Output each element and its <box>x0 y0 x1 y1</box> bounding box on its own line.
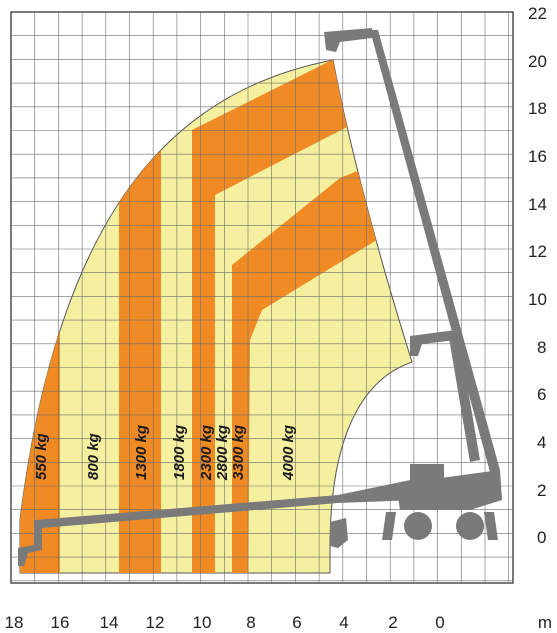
x-tick-label: 10 <box>193 613 212 632</box>
zone-3300kg-band <box>232 162 380 573</box>
x-tick-label: 4 <box>339 613 348 632</box>
label-550kg: 550 kg <box>33 433 50 480</box>
label-2800kg: 2800 kg <box>214 425 231 481</box>
y-tick-label: 0 <box>537 528 546 547</box>
chassis-body <box>396 470 502 510</box>
x-tick-label: 8 <box>246 613 255 632</box>
y-tick-label: 12 <box>528 242 547 261</box>
wheel-front <box>404 512 432 540</box>
x-tick-label: 16 <box>51 613 70 632</box>
envelope-light-area <box>19 59 413 574</box>
label-4000kg: 4000 kg <box>280 425 297 481</box>
y-tick-label: 6 <box>537 385 546 404</box>
y-tick-label: 10 <box>528 290 547 309</box>
boom-tip-horizontal <box>18 520 42 566</box>
x-tick-label: 0 <box>435 613 444 632</box>
label-2300kg: 2300 kg <box>198 425 215 481</box>
x-tick-label: 6 <box>292 613 301 632</box>
x-unit-label: m <box>538 613 552 632</box>
label-800kg: 800 kg <box>85 433 102 480</box>
load-zone-labels: 550 kg 800 kg 1300 kg 1800 kg 2300 kg 28… <box>33 425 297 481</box>
y-tick-label: 20 <box>528 52 547 71</box>
y-tick-label: 14 <box>528 195 547 214</box>
boom-raised <box>370 30 500 472</box>
stabilizer-right <box>484 512 498 540</box>
grid <box>11 12 513 583</box>
y-tick-label: 18 <box>528 99 547 118</box>
x-tick-label: 14 <box>100 613 119 632</box>
label-1800kg: 1800 kg <box>171 425 188 480</box>
stabilizer-left <box>382 512 396 540</box>
wheel-rear <box>456 512 484 540</box>
telehandler-silhouette <box>18 28 502 566</box>
x-tick-label: 2 <box>388 613 397 632</box>
y-tick-label: 16 <box>528 147 547 166</box>
x-axis: 18 16 14 12 10 8 6 4 2 0 m <box>5 613 553 632</box>
boom-horizontal <box>36 495 338 528</box>
y-tick-label: 2 <box>537 481 546 500</box>
x-tick-label: 18 <box>5 613 24 632</box>
label-1300kg: 1300 kg <box>133 425 150 480</box>
y-tick-label: 4 <box>537 433 546 452</box>
y-tick-label: 22 <box>528 4 547 23</box>
y-tick-label: 8 <box>537 338 546 357</box>
label-3300kg: 3300 kg <box>230 425 247 480</box>
boom-mid <box>448 332 480 462</box>
x-tick-label: 12 <box>146 613 165 632</box>
boom-tip-raised <box>324 28 372 52</box>
carriage-ground <box>330 518 348 548</box>
y-axis: 22 20 18 16 14 12 10 8 6 4 2 0 <box>528 4 547 547</box>
boom-tip-mid <box>410 330 456 356</box>
